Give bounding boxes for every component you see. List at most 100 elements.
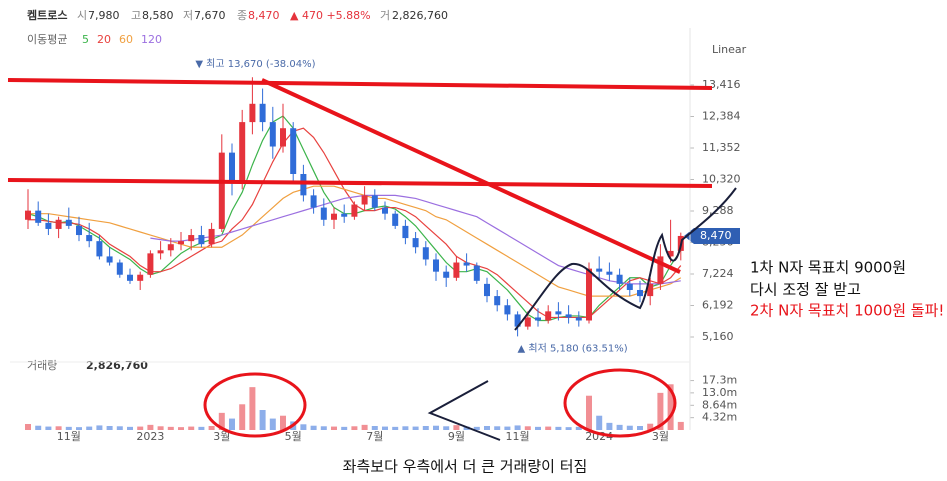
header-value: 2,826,760: [392, 9, 448, 22]
volume-bar: [637, 426, 643, 430]
x-tick-label: 5월: [285, 430, 302, 443]
volume-bar: [412, 426, 419, 430]
note: 2차 N자 목표치 1000원 돌파!: [750, 302, 944, 320]
volume-bar: [616, 424, 623, 430]
candle-body: [229, 152, 235, 184]
candle-body: [443, 271, 450, 278]
y-tick-label: 9,288: [702, 204, 734, 217]
y-tick-label: 7,224: [702, 267, 734, 280]
candle-body: [484, 283, 490, 297]
candle-body: [647, 283, 654, 297]
x-tick-label: 2024: [585, 430, 613, 443]
volume-bar: [280, 415, 286, 430]
volume-bar: [167, 426, 174, 430]
candle-body: [249, 103, 256, 123]
volume-bar: [208, 426, 215, 430]
volume-bar: [249, 387, 256, 430]
volume-bar: [45, 426, 52, 430]
volume-bar: [320, 426, 327, 430]
volume-bar: [218, 412, 225, 430]
candle-body: [147, 253, 154, 275]
volume-bar: [626, 425, 633, 430]
candle-body: [402, 225, 409, 239]
volume-bar: [586, 395, 592, 430]
candle-body: [524, 317, 531, 327]
volume-bar: [473, 426, 480, 430]
volume-bar: [96, 425, 103, 430]
ma-line: [28, 127, 682, 319]
y-tick-label: 6,192: [702, 298, 734, 311]
volume-bar: [565, 427, 572, 430]
candle-body: [433, 259, 439, 272]
volume-bar: [331, 426, 337, 430]
header-label: 거: [380, 9, 390, 22]
volume-bar: [35, 425, 42, 430]
y-tick-label: 11,352: [702, 141, 741, 154]
volume-bar: [575, 426, 582, 430]
volume-bar: [596, 415, 603, 430]
header-label: ▲ 470 +5.88%: [290, 9, 371, 22]
volume-bar: [647, 423, 654, 430]
volume-bar: [178, 427, 184, 430]
volume-bar: [157, 426, 164, 430]
candle-body: [116, 262, 123, 275]
ma-title: 이동평균: [27, 33, 67, 46]
candle-body: [106, 256, 113, 263]
candle-body: [382, 207, 388, 214]
legend-entry: 20: [97, 33, 111, 46]
volume-bar: [606, 422, 613, 430]
volume-bar: [239, 404, 246, 430]
volume-bar: [259, 410, 266, 430]
low-label: ▲ 최저 5,180 (63.51%): [518, 342, 628, 354]
hand-drawn-path: [514, 187, 737, 331]
note: 다시 조정 잘 받고: [750, 281, 861, 299]
y-tick-label: 12,384: [702, 109, 741, 122]
volume-bar: [137, 426, 144, 430]
volume-bar: [351, 426, 358, 430]
volume-bar: [188, 426, 195, 430]
resistance-line: [7, 178, 713, 188]
candle-body: [320, 207, 327, 220]
x-tick-label: 11월: [57, 430, 81, 443]
volume-circle: [203, 372, 307, 438]
x-tick-label: 3월: [213, 430, 230, 443]
volume-bar: [198, 426, 205, 430]
header-label: 종: [237, 9, 247, 22]
caption: 좌측보다 우측에서 더 큰 거래량이 터짐: [343, 458, 588, 476]
volume-bar: [677, 421, 684, 430]
candle-body: [96, 241, 103, 257]
candle-body: [259, 103, 266, 123]
candle-body: [290, 128, 297, 174]
candle-body: [45, 222, 52, 229]
volume-bar: [504, 426, 511, 430]
volume-bar: [514, 425, 521, 430]
volume-bar: [484, 426, 490, 430]
volume-bar: [25, 424, 31, 430]
candle-body: [361, 195, 368, 205]
volume-title: 거래량: [27, 359, 57, 372]
candle-body: [606, 271, 613, 275]
ma-line: [150, 194, 681, 285]
candle-body: [310, 195, 317, 208]
volume-bar: [371, 426, 378, 430]
volume-tick-label: 8.64m: [702, 398, 737, 411]
candle-body: [657, 256, 664, 284]
candle-body: [280, 128, 286, 147]
candle-body: [392, 213, 399, 226]
volume-tick-label: 4.32m: [702, 411, 737, 424]
candle-body: [586, 268, 592, 321]
header-label: 저: [183, 9, 193, 22]
candle-body: [76, 225, 82, 236]
candle-body: [218, 152, 225, 229]
resistance-line: [7, 78, 713, 90]
volume-bar: [310, 425, 317, 430]
plot: 켐트로스 시 7,980 고 8,580 저 7,670 종 8,470 ▲ 470 +5.88%…: [25, 8, 747, 443]
volume-bar: [65, 426, 72, 430]
volume-bar: [422, 426, 429, 430]
x-tick-label: 11월: [506, 430, 530, 443]
hand-drawn-arrow: [427, 380, 501, 441]
stock-name: 켐트로스: [27, 8, 67, 22]
y-tick-label: 5,160: [702, 330, 734, 343]
annotations: 1차 N자 목표치 9000원 다시 조정 잘 받고 2차 N자 목표치 100…: [7, 78, 944, 476]
